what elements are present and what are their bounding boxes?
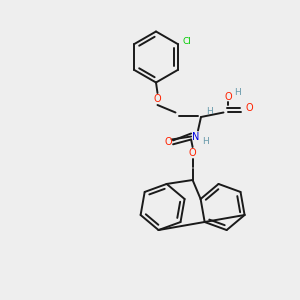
Text: O: O bbox=[154, 94, 161, 104]
Text: O: O bbox=[189, 148, 196, 158]
Text: O: O bbox=[165, 137, 172, 147]
Text: H: H bbox=[202, 137, 208, 146]
Text: O: O bbox=[246, 103, 254, 113]
Text: H: H bbox=[235, 88, 241, 97]
Text: N: N bbox=[192, 131, 199, 142]
Text: Cl: Cl bbox=[183, 37, 191, 46]
Text: H: H bbox=[206, 107, 213, 116]
Text: O: O bbox=[224, 92, 232, 103]
